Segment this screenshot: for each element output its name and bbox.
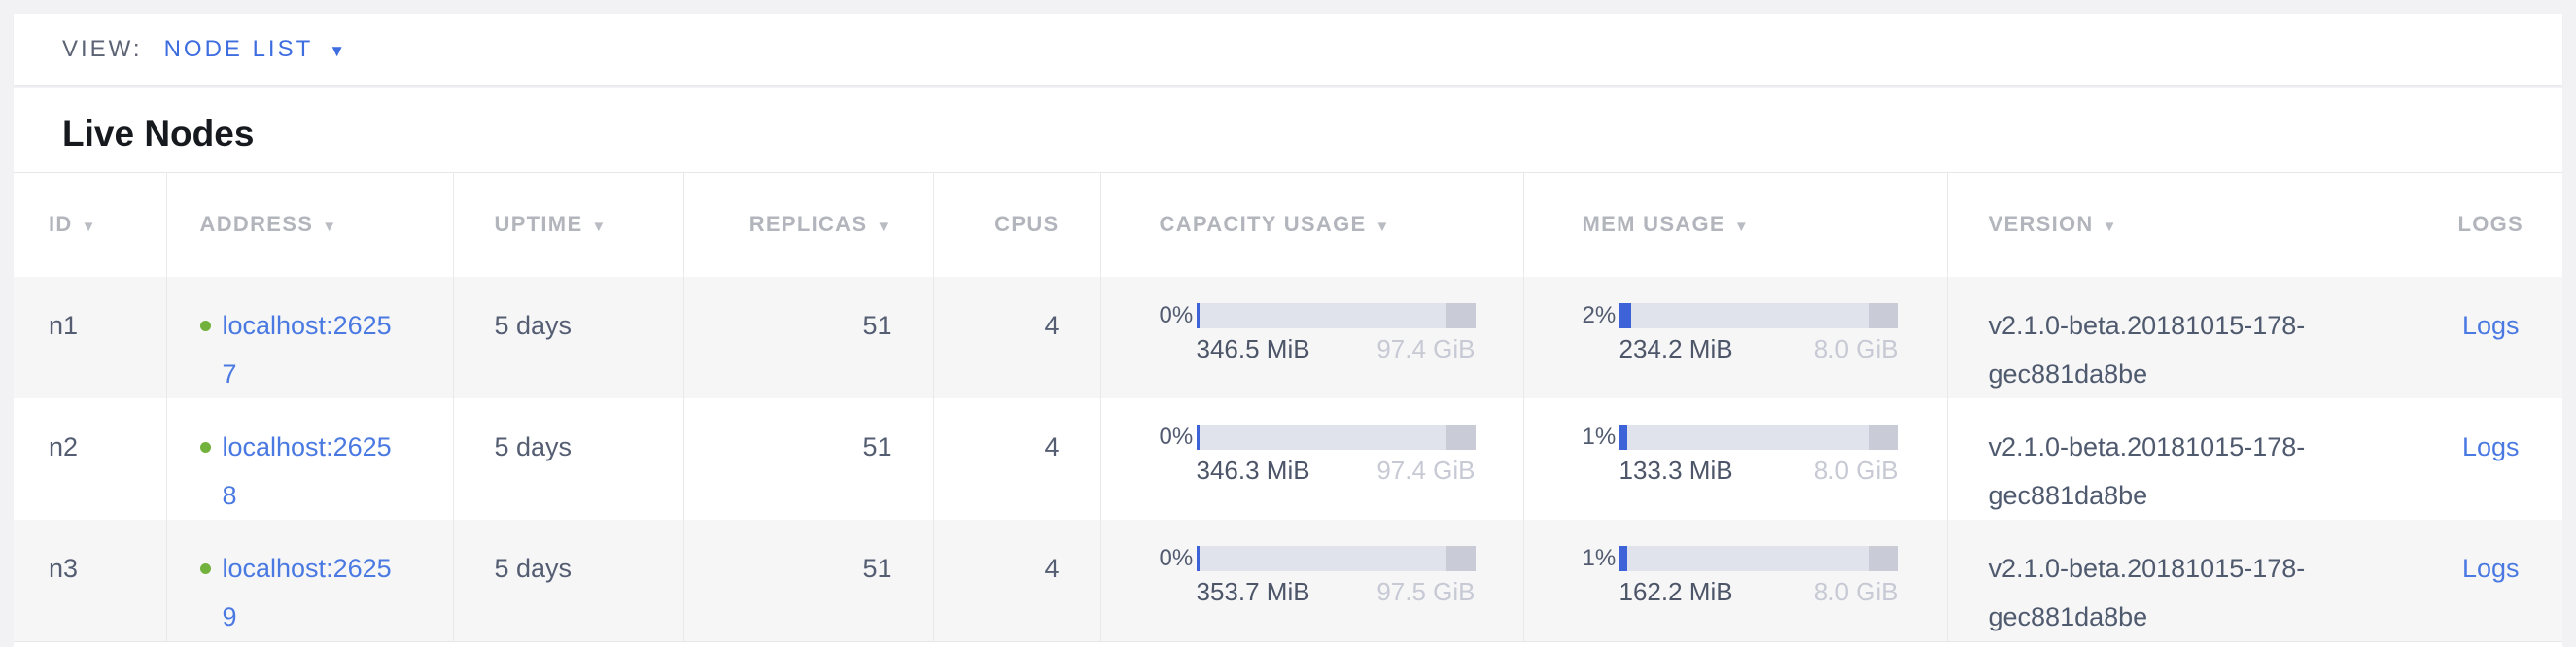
capacity-usage-bar: 0% bbox=[1159, 544, 1523, 571]
node-replicas: 51 bbox=[682, 519, 933, 642]
mem-used-value: 162.2 MiB bbox=[1619, 576, 1733, 606]
capacity-pct-label: 0% bbox=[1159, 544, 1194, 571]
capacity-bar-fill bbox=[1196, 545, 1200, 571]
capacity-used-value: 346.5 MiB bbox=[1196, 333, 1310, 363]
mem-bar-endcap bbox=[1868, 424, 1898, 450]
live-status-dot-icon bbox=[199, 562, 211, 574]
live-nodes-table: ID ▼ ADDRESS ▼ UPTIME ▼ REPLICAS ▼ CPUS CAPA… bbox=[14, 172, 2562, 642]
mem-bar-track bbox=[1619, 302, 1898, 328]
column-header-uptime[interactable]: UPTIME ▼ bbox=[452, 172, 683, 277]
mem-bar-fill bbox=[1619, 302, 1631, 328]
node-id: n2 bbox=[49, 431, 79, 461]
mem-total-value: 8.0 GiB bbox=[1813, 455, 1898, 485]
sort-icon: ▼ bbox=[1375, 219, 1391, 236]
live-status-dot-icon bbox=[199, 320, 211, 331]
sort-icon: ▼ bbox=[322, 219, 338, 236]
capacity-total-value: 97.4 GiB bbox=[1376, 333, 1476, 363]
table-row: n3 localhost:26259 5 days 51 4 0% bbox=[14, 519, 2562, 642]
page-title: Live Nodes bbox=[62, 114, 255, 153]
column-header-version[interactable]: VERSION ▼ bbox=[1946, 172, 2419, 277]
sort-icon: ▼ bbox=[81, 219, 97, 236]
capacity-bar-endcap bbox=[1445, 302, 1476, 328]
table-row: n2 localhost:26258 5 days 51 4 0% bbox=[14, 397, 2562, 520]
node-address: localhost:26258 bbox=[199, 423, 453, 520]
capacity-total-value: 97.5 GiB bbox=[1376, 576, 1476, 606]
mem-total-value: 8.0 GiB bbox=[1813, 333, 1898, 363]
mem-pct-label: 2% bbox=[1582, 301, 1617, 328]
capacity-usage-bar: 0% bbox=[1159, 423, 1523, 450]
capacity-bar-track bbox=[1196, 424, 1476, 450]
column-header-id[interactable]: ID ▼ bbox=[49, 212, 97, 237]
node-replicas: 51 bbox=[682, 397, 933, 520]
sort-icon: ▼ bbox=[876, 219, 892, 236]
mem-bar-track bbox=[1619, 424, 1898, 450]
sort-icon: ▼ bbox=[1733, 219, 1751, 236]
node-replicas: 51 bbox=[682, 276, 933, 398]
mem-used-value: 234.2 MiB bbox=[1619, 333, 1733, 363]
live-status-dot-icon bbox=[199, 441, 211, 453]
capacity-usage-bar: 0% bbox=[1159, 301, 1523, 328]
node-address-link[interactable]: localhost:26257 bbox=[222, 310, 392, 389]
capacity-pct-label: 0% bbox=[1159, 423, 1194, 450]
chevron-down-icon: ▼ bbox=[329, 42, 346, 60]
table-row: n1 localhost:26257 5 days 51 4 0% bbox=[14, 276, 2562, 398]
mem-bar-endcap bbox=[1868, 302, 1898, 328]
node-cpus: 4 bbox=[932, 519, 1100, 642]
node-cpus: 4 bbox=[932, 397, 1100, 520]
node-version: v2.1.0-beta.20181015-178-gec881da8be bbox=[1946, 276, 2419, 398]
node-address: localhost:26259 bbox=[199, 544, 453, 641]
mem-usage-bar: 1% bbox=[1582, 544, 1947, 571]
node-version: v2.1.0-beta.20181015-178-gec881da8be bbox=[1946, 397, 2419, 520]
mem-pct-label: 1% bbox=[1582, 544, 1617, 571]
node-uptime: 5 days bbox=[452, 276, 683, 398]
mem-used-value: 133.3 MiB bbox=[1619, 455, 1733, 485]
mem-bar-endcap bbox=[1868, 545, 1898, 571]
view-dropdown[interactable]: NODE LIST ▼ bbox=[164, 36, 346, 63]
column-header-mem-usage[interactable]: MEM USAGE ▼ bbox=[1522, 172, 1947, 277]
node-version: v2.1.0-beta.20181015-178-gec881da8be bbox=[1946, 519, 2419, 642]
mem-usage-bar: 1% bbox=[1582, 423, 1947, 450]
logs-link[interactable]: Logs bbox=[2461, 431, 2520, 461]
mem-pct-label: 1% bbox=[1582, 423, 1617, 450]
capacity-bar-fill bbox=[1196, 424, 1200, 450]
live-nodes-panel: Live Nodes ID ▼ ADDRESS ▼ UPTIME ▼ REPLICAS… bbox=[14, 88, 2562, 647]
mem-bar-fill bbox=[1619, 424, 1627, 450]
column-header-logs: LOGS bbox=[2418, 172, 2562, 277]
sort-icon: ▼ bbox=[591, 219, 608, 236]
node-address-link[interactable]: localhost:26258 bbox=[222, 431, 392, 510]
logs-link[interactable]: Logs bbox=[2461, 310, 2520, 340]
capacity-total-value: 97.4 GiB bbox=[1376, 455, 1476, 485]
logs-link[interactable]: Logs bbox=[2461, 553, 2520, 583]
node-uptime: 5 days bbox=[452, 397, 683, 520]
column-header-capacity-usage[interactable]: CAPACITY USAGE ▼ bbox=[1099, 172, 1523, 277]
sort-icon: ▼ bbox=[2102, 219, 2118, 236]
capacity-bar-fill bbox=[1196, 302, 1200, 328]
node-cpus: 4 bbox=[932, 276, 1100, 398]
capacity-bar-endcap bbox=[1445, 424, 1476, 450]
mem-bar-track bbox=[1619, 545, 1898, 571]
view-selector-bar: VIEW: NODE LIST ▼ bbox=[14, 14, 2562, 85]
view-label: VIEW: bbox=[62, 36, 143, 62]
mem-usage-bar: 2% bbox=[1582, 301, 1947, 328]
node-address-link[interactable]: localhost:26259 bbox=[222, 553, 392, 631]
capacity-bar-track bbox=[1196, 545, 1476, 571]
capacity-used-value: 346.3 MiB bbox=[1196, 455, 1310, 485]
node-id: n3 bbox=[14, 519, 166, 642]
column-header-cpus: CPUS bbox=[932, 172, 1100, 277]
capacity-pct-label: 0% bbox=[1159, 301, 1194, 328]
capacity-bar-endcap bbox=[1445, 545, 1476, 571]
column-header-replicas[interactable]: REPLICAS ▼ bbox=[682, 172, 933, 277]
node-id: n1 bbox=[49, 310, 79, 340]
table-header-row: ID ▼ ADDRESS ▼ UPTIME ▼ REPLICAS ▼ CPUS CAPA… bbox=[14, 172, 2562, 277]
mem-bar-fill bbox=[1619, 545, 1628, 571]
capacity-used-value: 353.7 MiB bbox=[1196, 576, 1310, 606]
capacity-bar-track bbox=[1196, 302, 1476, 328]
view-dropdown-value: NODE LIST bbox=[163, 36, 314, 62]
column-header-address[interactable]: ADDRESS ▼ bbox=[165, 172, 453, 277]
node-address: localhost:26257 bbox=[199, 301, 453, 398]
node-uptime: 5 days bbox=[452, 519, 683, 642]
mem-total-value: 8.0 GiB bbox=[1813, 576, 1898, 606]
